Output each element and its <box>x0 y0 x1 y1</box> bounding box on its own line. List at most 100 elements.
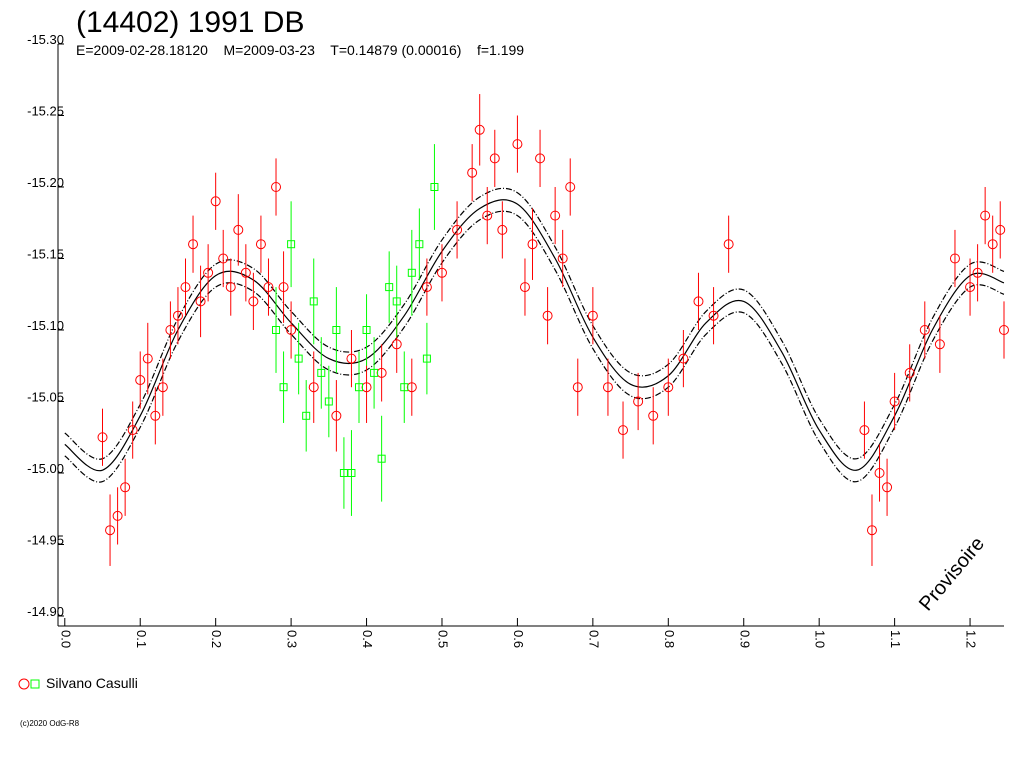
marker <box>263 282 274 293</box>
x-tick-label: 0.6 <box>511 630 526 648</box>
x-tick-label: 0.5 <box>436 630 451 648</box>
marker <box>934 339 945 350</box>
marker <box>377 454 386 463</box>
marker <box>512 139 523 150</box>
marker <box>965 282 976 293</box>
marker <box>452 224 463 235</box>
marker <box>142 353 153 364</box>
marker <box>391 339 402 350</box>
chart-subtitle: E=2009-02-28.18120 M=2009-03-23 T=0.1487… <box>76 42 524 58</box>
marker <box>294 354 303 363</box>
marker <box>889 396 900 407</box>
x-tick-label: 0.1 <box>134 630 149 648</box>
marker <box>385 283 394 292</box>
marker <box>278 282 289 293</box>
marker <box>859 425 870 436</box>
marker <box>180 282 191 293</box>
x-tick-label: 0.3 <box>285 630 300 648</box>
marker <box>97 432 108 443</box>
marker <box>324 397 333 406</box>
annotation: Provisoire <box>915 533 989 615</box>
marker <box>392 297 401 306</box>
marker <box>430 183 439 191</box>
marker <box>693 296 704 307</box>
marker <box>489 153 500 164</box>
x-tick-label: 1.1 <box>888 630 903 648</box>
marker <box>308 382 319 393</box>
y-tick-label: -15.05 <box>27 390 64 405</box>
legend-marker <box>30 679 40 689</box>
marker <box>587 310 598 321</box>
x-tick-label: 1.0 <box>813 630 828 648</box>
legend-marker <box>18 678 30 690</box>
marker <box>497 224 508 235</box>
x-tick-label: 0.2 <box>209 630 224 648</box>
marker <box>904 367 915 378</box>
marker <box>474 124 485 135</box>
marker <box>919 325 930 335</box>
marker <box>708 310 719 321</box>
marker <box>663 382 674 393</box>
marker <box>972 267 983 278</box>
marker <box>550 210 561 221</box>
y-tick-label: -14.90 <box>27 604 64 619</box>
marker <box>436 267 447 278</box>
marker <box>225 282 236 293</box>
marker <box>519 282 530 293</box>
marker <box>618 425 629 436</box>
marker <box>949 253 960 264</box>
marker <box>127 425 138 436</box>
marker <box>999 325 1009 335</box>
marker <box>557 253 568 264</box>
marker <box>233 224 244 235</box>
marker <box>218 253 229 264</box>
marker <box>467 167 478 178</box>
marker <box>188 239 199 250</box>
marker <box>339 469 348 477</box>
marker <box>120 482 131 493</box>
marker <box>400 383 409 392</box>
marker <box>248 296 259 307</box>
y-tick-label: -15.15 <box>27 247 64 262</box>
marker <box>572 382 583 393</box>
y-tick-label: -14.95 <box>27 533 64 548</box>
marker <box>332 326 341 334</box>
marker <box>287 240 296 249</box>
marker <box>542 310 553 321</box>
marker <box>415 240 424 249</box>
marker <box>565 182 576 192</box>
chart-title: (14402) 1991 DB <box>76 6 305 39</box>
marker <box>362 326 371 334</box>
marker <box>723 239 734 250</box>
marker <box>165 325 176 335</box>
marker <box>112 510 123 521</box>
marker <box>995 224 1006 235</box>
y-tick-label: -15.10 <box>27 318 64 333</box>
marker <box>255 239 266 250</box>
marker <box>203 267 214 278</box>
x-tick-label: 0.0 <box>58 630 73 648</box>
marker <box>633 396 644 407</box>
marker <box>421 282 432 293</box>
x-tick-label: 0.8 <box>662 630 677 648</box>
marker <box>317 368 326 377</box>
fit-curve <box>64 199 1005 472</box>
y-tick-label: -15.25 <box>27 104 64 119</box>
marker <box>874 468 885 478</box>
fit-curve <box>64 210 1005 483</box>
marker <box>195 296 206 307</box>
marker <box>980 210 991 221</box>
x-tick-label: 0.7 <box>586 630 601 648</box>
marker <box>210 196 221 207</box>
y-tick-label: -15.00 <box>27 461 64 476</box>
marker <box>602 382 613 393</box>
marker <box>271 182 282 192</box>
x-tick-label: 1.2 <box>964 630 979 648</box>
fit-curve <box>64 187 1005 460</box>
marker <box>866 525 877 536</box>
marker <box>240 267 251 278</box>
marker <box>527 239 538 250</box>
footer: (c)2020 OdG-R8 <box>20 719 80 728</box>
